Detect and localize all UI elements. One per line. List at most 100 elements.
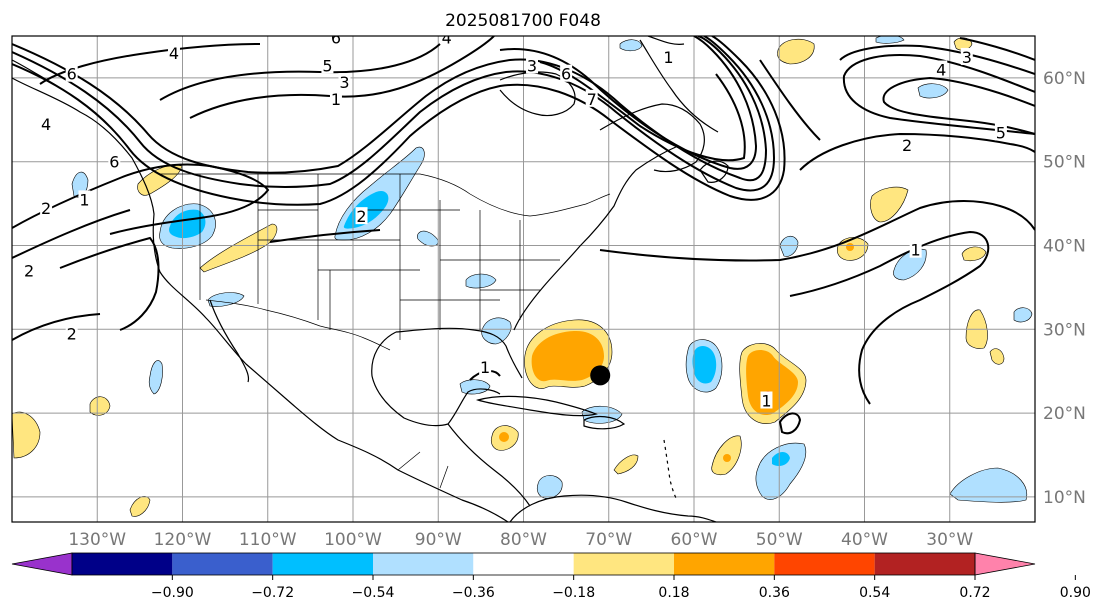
- contour-label: 4: [442, 29, 452, 48]
- negative-anomaly-tropical-atlantic-core: [772, 452, 790, 466]
- border-us-canada: [160, 173, 611, 217]
- contour-label: 3: [339, 73, 349, 92]
- lon-tick-label: 30°W: [926, 530, 973, 550]
- colorbar-extend-low: [11, 552, 73, 576]
- contour-label-background: [440, 36, 453, 46]
- map-frame: [11, 35, 1036, 523]
- contour-line: [959, 37, 1035, 61]
- colorbar-tick-label: 0.36: [759, 585, 790, 601]
- contour-line: [839, 44, 1035, 75]
- positive-anomaly-mid-atlantic: [870, 186, 909, 223]
- contour-label: 4: [936, 61, 946, 80]
- contour-line: [882, 76, 1035, 135]
- colorbar-swatch: [573, 553, 674, 575]
- colorbar-swatch: [674, 553, 775, 575]
- contour-label-background: [78, 190, 91, 208]
- colorbar-swatch: [172, 553, 273, 575]
- lon-tick-label: 70°W: [585, 530, 632, 550]
- coastline-north-america-west: [12, 77, 509, 522]
- contour-line: [12, 313, 101, 341]
- lat-tick-label: 20°N: [1043, 404, 1086, 424]
- contour-label-background: [901, 135, 914, 153]
- contour-label-background: [479, 357, 492, 375]
- contour-label: 1: [79, 190, 89, 209]
- lon-tick-label: 60°W: [671, 530, 718, 550]
- contour-line: [189, 36, 495, 119]
- coastline-hudson-bay: [499, 71, 576, 117]
- positive-anomaly-far-north: [953, 37, 973, 51]
- negative-anomaly-gulf-coast: [465, 273, 497, 289]
- colorbar-tick-label: −0.90: [151, 585, 194, 601]
- colorbar-swatch: [72, 553, 173, 575]
- coastline-central-america: [447, 423, 531, 507]
- coastline-cuba: [475, 395, 598, 417]
- longitude-tick-labels: 130°W 120°W 110°W 100°W 90°W 80°W 70°W 60°W 50°W…: [68, 530, 973, 550]
- border-mexico-central: [397, 451, 449, 489]
- contour-line: [759, 59, 821, 141]
- contour-line: [39, 43, 261, 85]
- lat-tick-label: 30°N: [1043, 320, 1086, 340]
- coastline-gulf-of-mexico: [371, 331, 501, 427]
- contour-label-background: [355, 207, 368, 225]
- contour-line: [778, 412, 802, 435]
- lon-tick-label: 80°W: [500, 530, 547, 550]
- contour-line: [12, 163, 270, 235]
- contour-label-background: [960, 47, 973, 65]
- negative-anomaly-far-east-atlantic: [1013, 307, 1033, 323]
- lat-tick-label: 50°N: [1043, 153, 1086, 173]
- contour-label: 2: [67, 324, 77, 343]
- colorbar-outline: [71, 552, 976, 576]
- contour-label: 4: [41, 115, 51, 134]
- contour-label-background: [321, 56, 334, 74]
- contour-label: 6: [109, 153, 119, 172]
- contour-line: [799, 132, 1035, 171]
- positive-anomaly-eastern-caribbean: [613, 454, 639, 475]
- positive-anomaly-eastern-pacific-3: [129, 496, 151, 517]
- colorbar-swatch: [373, 553, 474, 575]
- contour-label: 1: [331, 90, 341, 109]
- contour-label-background: [23, 261, 36, 279]
- coastline-labrador: [639, 39, 719, 133]
- coastline-gulf-north: [395, 327, 523, 379]
- contour-line: [499, 36, 758, 170]
- positive-anomaly-azores: [961, 246, 987, 262]
- contour-label: 5: [322, 56, 332, 75]
- contour-label: 2: [902, 136, 912, 155]
- contour-label-background: [935, 60, 948, 78]
- contour-label-background: [585, 89, 598, 107]
- contour-label: 6: [331, 29, 341, 48]
- coastline-newfoundland: [699, 160, 729, 183]
- colorbar-tick-label: 0.72: [959, 585, 990, 601]
- negative-anomaly-florida: [481, 317, 512, 345]
- lat-tick-label: 60°N: [1043, 69, 1086, 89]
- contour-label: 2: [41, 199, 51, 218]
- graticule: [12, 36, 1035, 522]
- colorbar-tick-label: 0.90: [1060, 585, 1091, 601]
- colorbar-tick-label: −0.72: [251, 585, 294, 601]
- lat-tick-label: 40°N: [1043, 236, 1086, 256]
- contour-label-background: [662, 47, 675, 65]
- positive-anomaly-central-atlantic-core: [746, 350, 798, 416]
- contour-line: [59, 236, 160, 331]
- positive-anomaly-west-atlantic-core: [531, 330, 604, 382]
- colorbar-swatch: [874, 553, 975, 575]
- contour-line: [599, 200, 1035, 262]
- colorbar: −0.90 −0.72 −0.54 −0.36 −0.18 0.18 0.36 0.54 0.7…: [11, 552, 1091, 601]
- contour-label-background: [329, 89, 342, 107]
- contour-label-background: [65, 324, 78, 342]
- colorbar-tick-label: 0.54: [859, 585, 890, 601]
- map-title: 2025081700 F048: [445, 11, 601, 31]
- negative-anomaly-eastern-tropics: [949, 467, 1028, 503]
- negative-anomaly-baja: [148, 360, 163, 395]
- colorbar-swatch: [774, 553, 875, 575]
- coastline-hispaniola: [583, 415, 626, 430]
- political-borders: [160, 173, 611, 489]
- negative-anomaly-tropical-atlantic: [755, 442, 807, 500]
- contour-line: [789, 230, 990, 405]
- contour-line: [842, 54, 1035, 135]
- positive-anomaly-caribbean-core: [499, 432, 509, 442]
- contour-label-background: [65, 64, 78, 82]
